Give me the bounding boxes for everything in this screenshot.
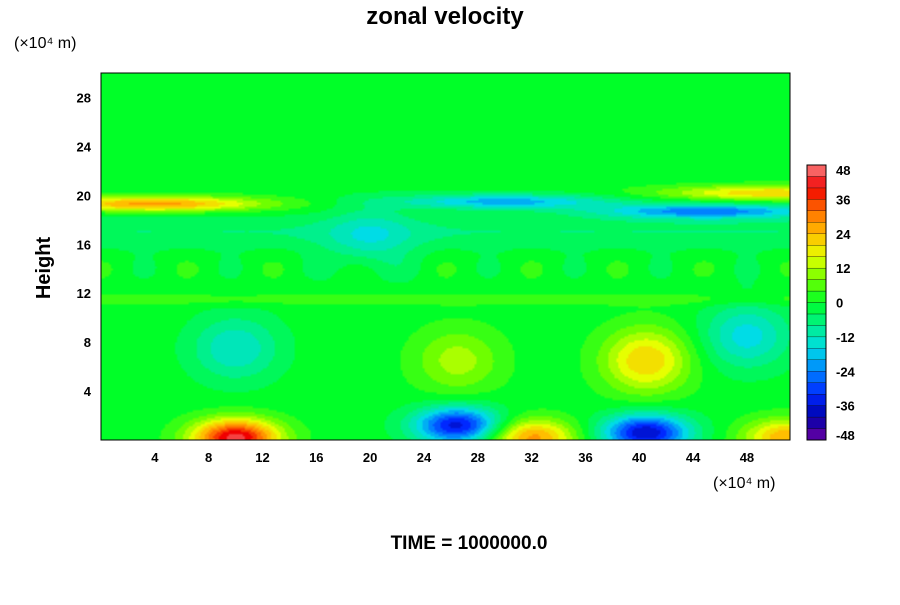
colorbar-tick-label: 36 xyxy=(836,192,850,207)
x-tick-label: 40 xyxy=(632,450,646,465)
x-unit-label: (×10⁴ m) xyxy=(713,475,775,492)
colorbar-swatch xyxy=(806,222,827,234)
y-ticks: 4 8 12 16 20 24 28 xyxy=(77,90,92,399)
chart-title: zonal velocity xyxy=(366,3,524,30)
colorbar-swatch xyxy=(806,382,827,395)
colorbar-tick-label: 24 xyxy=(836,227,851,242)
x-tick-label: 8 xyxy=(205,450,212,465)
y-axis-label: Height xyxy=(33,237,55,300)
plot-frame xyxy=(100,72,791,441)
colorbar-swatch xyxy=(806,371,827,383)
colorbar-tick-label: 12 xyxy=(836,261,850,276)
colorbar-tick-label: -12 xyxy=(836,330,855,345)
colorbar-swatch xyxy=(806,428,827,441)
heatmap-field xyxy=(101,73,790,440)
colorbar-tick-label: -24 xyxy=(836,364,856,379)
x-tick-label: 4 xyxy=(151,450,159,465)
colorbar-swatch xyxy=(806,187,827,200)
x-tick-label: 28 xyxy=(471,450,485,465)
y-tick-label: 8 xyxy=(84,335,91,350)
x-tick-label: 32 xyxy=(524,450,538,465)
x-tick-label: 20 xyxy=(363,450,377,465)
colorbar-tick-label: 48 xyxy=(836,163,850,178)
colorbar-swatch xyxy=(806,279,827,292)
colorbar: 48 36 24 12 0 -12 -24 -36 -48 xyxy=(806,163,856,443)
colorbar-swatch xyxy=(806,164,827,177)
y-tick-label: 20 xyxy=(77,188,91,203)
colorbar-swatch xyxy=(806,176,827,189)
colorbar-swatch xyxy=(806,336,827,349)
x-tick-label: 12 xyxy=(255,450,269,465)
y-tick-label: 24 xyxy=(77,139,92,154)
colorbar-tick-label: -36 xyxy=(836,399,855,414)
x-tick-label: 44 xyxy=(686,450,701,465)
colorbar-swatch xyxy=(806,313,827,326)
colorbar-swatch xyxy=(806,233,827,246)
y-unit-label: (×10⁴ m) xyxy=(14,35,76,52)
colorbar-swatch xyxy=(806,416,827,429)
colorbar-tick-label: -48 xyxy=(836,428,855,443)
x-ticks: 4 8 12 16 20 24 28 32 36 40 44 48 xyxy=(151,450,754,465)
y-tick-label: 16 xyxy=(77,237,91,252)
colorbar-swatch xyxy=(806,348,827,360)
colorbar-swatch xyxy=(806,405,827,418)
x-tick-label: 16 xyxy=(309,450,323,465)
colorbar-swatch xyxy=(806,359,827,372)
time-readout: TIME = 1000000.0 xyxy=(391,533,548,554)
colorbar-swatch xyxy=(806,325,827,338)
x-tick-label: 48 xyxy=(740,450,754,465)
x-tick-label: 36 xyxy=(578,450,592,465)
colorbar-swatch xyxy=(806,210,827,223)
colorbar-swatch xyxy=(806,199,827,211)
colorbar-swatch xyxy=(806,394,827,406)
colorbar-swatch xyxy=(806,256,827,269)
heatmap-image xyxy=(101,73,790,440)
y-tick-label: 12 xyxy=(77,286,91,301)
colorbar-frame xyxy=(806,164,827,441)
colorbar-swatch xyxy=(806,245,827,257)
y-tick-label: 4 xyxy=(84,384,92,399)
colorbar-tick-label: 0 xyxy=(836,296,843,311)
colorbar-swatch xyxy=(806,302,827,315)
colorbar-swatch xyxy=(806,267,827,280)
y-tick-label: 28 xyxy=(77,90,91,105)
colorbar-swatch xyxy=(806,290,827,303)
x-tick-label: 24 xyxy=(417,450,432,465)
